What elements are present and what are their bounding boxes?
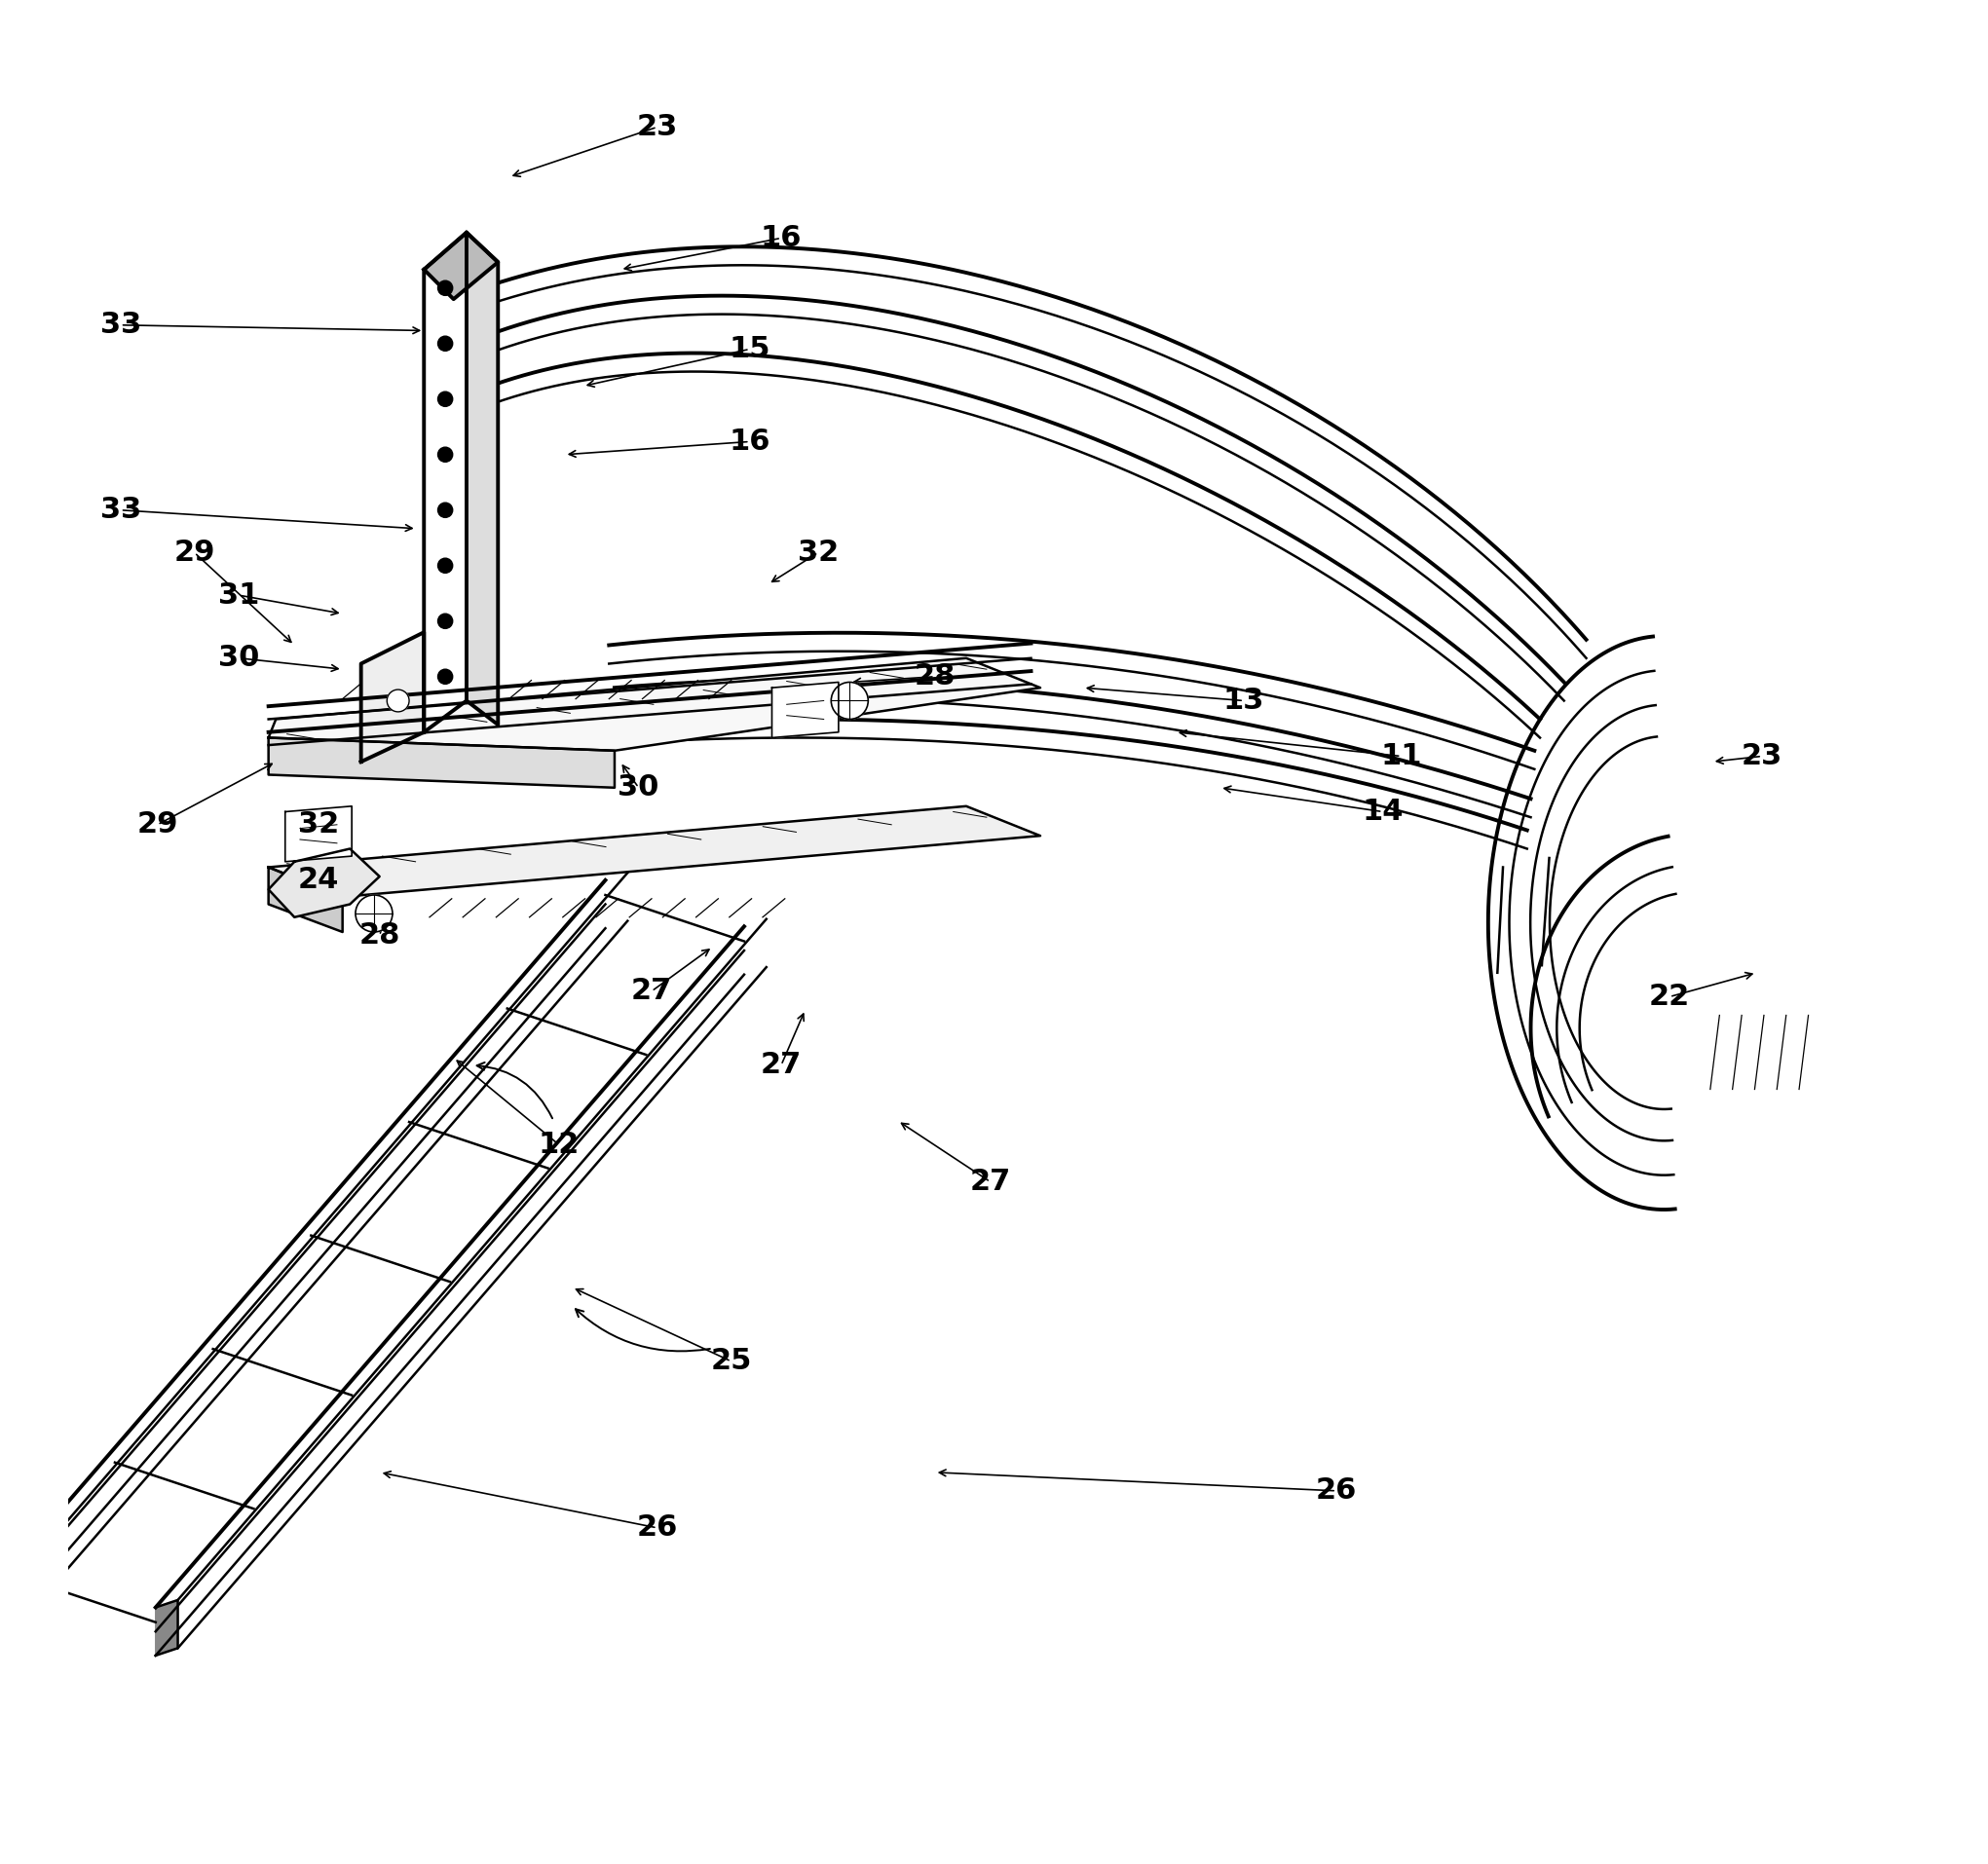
Text: 16: 16 [761, 224, 801, 252]
Text: 27: 27 [630, 977, 672, 1005]
Text: 12: 12 [539, 1131, 580, 1159]
Polygon shape [423, 233, 467, 733]
Circle shape [437, 447, 453, 462]
Text: 33: 33 [99, 496, 141, 524]
Polygon shape [423, 233, 497, 298]
Circle shape [831, 682, 869, 720]
Text: 28: 28 [914, 662, 956, 692]
Text: 31: 31 [219, 582, 260, 610]
Polygon shape [284, 805, 352, 861]
Circle shape [356, 895, 392, 932]
Text: 11: 11 [1380, 742, 1421, 770]
Text: 26: 26 [636, 1514, 678, 1542]
Polygon shape [268, 805, 1040, 897]
Text: 32: 32 [797, 539, 839, 567]
Text: 27: 27 [761, 1051, 801, 1079]
Text: 30: 30 [618, 774, 660, 802]
Circle shape [437, 613, 453, 628]
Circle shape [437, 669, 453, 684]
Text: 15: 15 [730, 336, 771, 363]
Text: 26: 26 [1316, 1476, 1358, 1504]
Text: 23: 23 [636, 114, 678, 142]
Text: 23: 23 [1741, 742, 1783, 770]
Polygon shape [155, 1599, 177, 1655]
Text: 22: 22 [1648, 982, 1690, 1010]
Text: 13: 13 [1223, 686, 1264, 714]
Circle shape [388, 690, 410, 712]
Text: 25: 25 [710, 1348, 751, 1376]
Polygon shape [268, 848, 380, 917]
Text: 29: 29 [137, 811, 179, 839]
Polygon shape [16, 1555, 40, 1609]
Text: 29: 29 [173, 539, 215, 567]
Polygon shape [268, 867, 342, 932]
Circle shape [437, 391, 453, 406]
Polygon shape [771, 682, 839, 738]
Text: 14: 14 [1362, 798, 1404, 826]
Polygon shape [268, 658, 1040, 751]
Polygon shape [268, 738, 614, 788]
Circle shape [437, 503, 453, 518]
Polygon shape [467, 233, 497, 725]
Text: 28: 28 [360, 921, 400, 951]
Text: 32: 32 [298, 811, 340, 839]
Polygon shape [362, 632, 423, 762]
Text: 16: 16 [730, 427, 771, 455]
Text: 30: 30 [219, 643, 260, 673]
Text: 27: 27 [970, 1167, 1010, 1197]
Circle shape [437, 557, 453, 572]
Text: 24: 24 [298, 867, 340, 895]
Text: 33: 33 [99, 311, 141, 339]
Circle shape [437, 281, 453, 295]
Circle shape [437, 336, 453, 350]
